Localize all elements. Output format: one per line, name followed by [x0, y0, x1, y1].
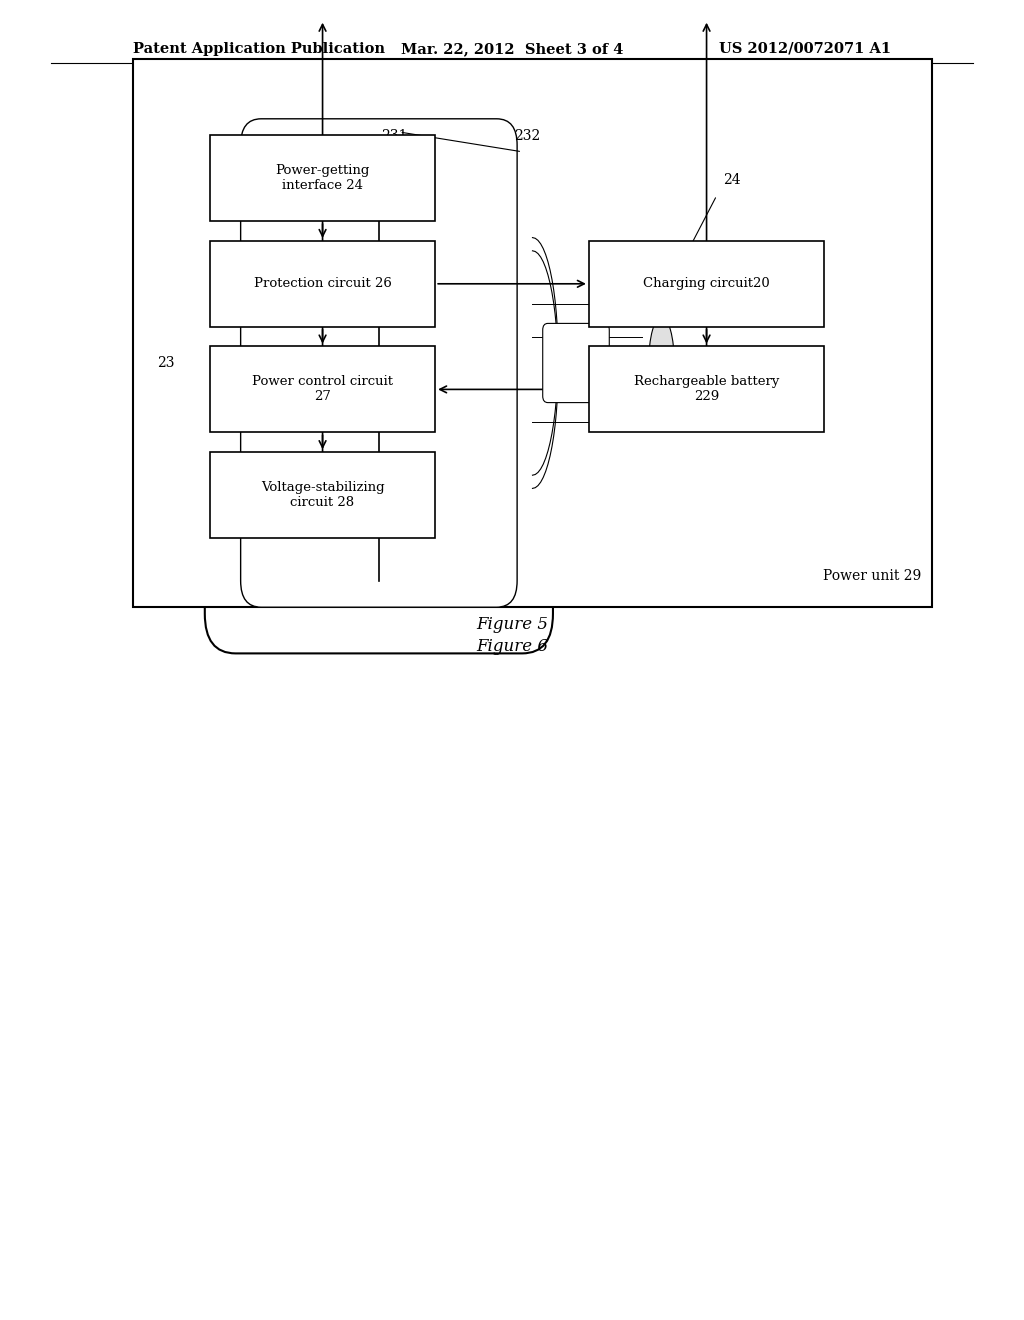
FancyBboxPatch shape: [589, 346, 824, 433]
Text: Mar. 22, 2012  Sheet 3 of 4: Mar. 22, 2012 Sheet 3 of 4: [400, 42, 624, 55]
Bar: [133, 59, 932, 607]
FancyBboxPatch shape: [210, 451, 435, 539]
FancyBboxPatch shape: [589, 240, 824, 326]
Text: Charging circuit20: Charging circuit20: [643, 277, 770, 290]
Text: Power control circuit
27: Power control circuit 27: [252, 375, 393, 404]
Text: Rechargeable battery
229: Rechargeable battery 229: [634, 375, 779, 404]
Text: Protection circuit 26: Protection circuit 26: [254, 277, 391, 290]
FancyBboxPatch shape: [522, 251, 654, 475]
Text: Patent Application Publication: Patent Application Publication: [133, 42, 385, 55]
FancyBboxPatch shape: [241, 119, 517, 607]
Text: 23: 23: [157, 356, 174, 370]
Text: Voltage-stabilizing
circuit 28: Voltage-stabilizing circuit 28: [261, 480, 384, 510]
Text: Power unit 29: Power unit 29: [823, 569, 922, 583]
Text: 232: 232: [514, 128, 541, 143]
FancyBboxPatch shape: [210, 346, 435, 433]
Text: US 2012/0072071 A1: US 2012/0072071 A1: [719, 42, 891, 55]
FancyBboxPatch shape: [210, 240, 435, 326]
FancyBboxPatch shape: [543, 323, 609, 403]
Text: Figure 5: Figure 5: [476, 616, 548, 632]
Text: 24: 24: [723, 173, 741, 187]
FancyBboxPatch shape: [205, 73, 553, 653]
Ellipse shape: [649, 317, 674, 409]
FancyBboxPatch shape: [210, 135, 435, 220]
Text: Figure 6: Figure 6: [476, 639, 548, 655]
Text: 231: 231: [381, 128, 408, 143]
Text: Power-getting
interface 24: Power-getting interface 24: [275, 164, 370, 193]
